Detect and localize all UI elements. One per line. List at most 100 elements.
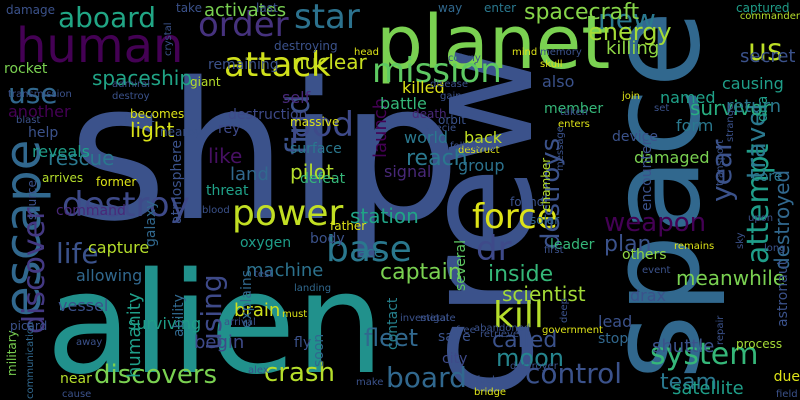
cloud-word-crystal: crystal	[163, 22, 174, 56]
cloud-word-self: self	[282, 88, 311, 107]
cloud-word-transmission: transmission	[8, 89, 72, 100]
cloud-word-weapon: weapon	[604, 208, 707, 238]
cloud-word-retrieve: retrieve	[480, 329, 520, 340]
cloud-word-surface: surface	[290, 141, 342, 157]
cloud-word-solar: solar	[530, 213, 560, 227]
cloud-word-survivor: survivor	[690, 96, 772, 120]
cloud-word-free: free	[456, 325, 476, 336]
cloud-word-rey: rey	[218, 121, 241, 137]
cloud-word-nearby: nearby	[160, 125, 202, 139]
cloud-word-plant: plant	[124, 111, 155, 125]
cloud-word-control: control	[525, 357, 623, 390]
cloud-word-moon: moon	[496, 344, 564, 372]
cloud-word-base: base	[326, 229, 412, 270]
cloud-word-meanwhile: meanwhile	[676, 266, 786, 290]
cloud-word-blast: blast	[16, 115, 41, 126]
cloud-word-killing: killing	[606, 38, 660, 59]
cloud-word-planet: planet	[376, 0, 611, 86]
cloud-word-pod: pod	[290, 105, 354, 145]
cloud-word-due: due	[773, 369, 800, 385]
cloud-word-named: named	[660, 88, 716, 107]
cloud-word-head: head	[354, 47, 379, 58]
cloud-word-away: away	[76, 337, 103, 348]
cloud-word-shuttle: shuttle	[652, 336, 715, 357]
cloud-word-alex: alex	[248, 365, 269, 376]
cloud-word-oxygen: oxygen	[240, 235, 292, 251]
cloud-word-deep: deep	[559, 298, 570, 323]
cloud-word-help: help	[28, 125, 59, 141]
cloud-word-mission: mission	[372, 51, 502, 91]
cloud-word-core: core	[752, 169, 783, 185]
cloud-word-transport: transport	[715, 139, 726, 186]
cloud-word-alien: alien	[46, 243, 385, 400]
cloud-word-discover: discover	[17, 207, 52, 334]
cloud-word-giant: giant	[190, 75, 221, 89]
cloud-word-ship: ship	[68, 42, 461, 263]
cloud-word-near: near	[60, 371, 92, 387]
cloud-word-upon: upon	[748, 213, 774, 224]
cloud-word-begin: begin	[194, 332, 245, 353]
cloud-word-becomes: becomes	[130, 107, 185, 121]
cloud-word-save: save	[438, 329, 471, 345]
cloud-word-threat: threat	[206, 183, 249, 199]
cloud-word-investigate: investigate	[400, 313, 456, 324]
cloud-word-picard: picard	[10, 319, 48, 333]
cloud-word-field: field	[776, 389, 798, 400]
cloud-word-drax: drax	[630, 286, 667, 305]
cloud-word-metal: metal	[420, 313, 449, 324]
cloud-word-world: world	[404, 128, 449, 147]
cloud-word-arrives: arrives	[42, 171, 84, 185]
cloud-word-ability: ability	[171, 294, 187, 337]
cloud-word-join: join	[622, 91, 641, 102]
cloud-word-new: new	[598, 3, 656, 36]
cloud-word-former: former	[96, 175, 137, 189]
cloud-word-use: use	[8, 77, 58, 110]
cloud-word-take: take	[176, 1, 202, 15]
cloud-word-allowing: allowing	[76, 266, 143, 285]
cloud-word-rocket: rocket	[4, 61, 48, 77]
cloud-word-spacecraft: spacecraft	[524, 0, 640, 25]
cloud-word-also: also	[542, 72, 575, 91]
cloud-word-bridge: bridge	[474, 387, 507, 398]
cloud-word-command: command	[56, 203, 126, 219]
cloud-word-attack: attack	[224, 45, 331, 85]
cloud-word-causing: causing	[722, 74, 784, 93]
cloud-word-arrival: arrival	[224, 317, 256, 328]
cloud-word-humanity: humanity	[124, 292, 145, 379]
cloud-word-back: back	[464, 128, 503, 147]
cloud-word-force: force	[472, 197, 558, 237]
cloud-word-test: test	[254, 269, 274, 280]
cloud-word-team: team	[660, 370, 718, 395]
cloud-word-destroyer: destroyer	[510, 361, 558, 372]
cloud-word-specie: specie	[424, 123, 457, 134]
cloud-word-destroying: destroying	[274, 39, 338, 53]
cloud-word-landing: landing	[294, 283, 332, 294]
cloud-word-machine: machine	[246, 260, 324, 281]
cloud-word-dr: dr	[476, 229, 512, 269]
cloud-word-cause: cause	[62, 389, 92, 400]
cloud-word-device: device	[612, 129, 658, 145]
cloud-word-event: event	[642, 265, 671, 276]
cloud-word-disease: disease	[430, 79, 468, 90]
cloud-word-called: called	[492, 328, 558, 353]
cloud-word-dna: dna	[755, 95, 771, 122]
cloud-word-fleet: fleet	[364, 324, 419, 352]
cloud-word-secret: secret	[740, 46, 796, 67]
cloud-word-remaining: remaining	[208, 57, 279, 73]
cloud-word-atmosphere: atmosphere	[169, 140, 185, 224]
cloud-word-strange: strange	[725, 103, 736, 142]
cloud-word-return: return	[726, 96, 782, 117]
cloud-word-human: human	[16, 18, 184, 74]
cloud-word-must: must	[282, 309, 308, 320]
cloud-word-death: death	[412, 107, 447, 121]
cloud-word-set: set	[654, 103, 670, 114]
cloud-word-government: government	[542, 325, 603, 336]
cloud-word-several: several	[453, 239, 469, 291]
cloud-word-blood: blood	[202, 205, 230, 216]
cloud-word-reveals: reveals	[32, 142, 90, 161]
cloud-word-destroy: destroy	[112, 91, 150, 102]
cloud-word-city: city	[442, 351, 468, 367]
cloud-word-defeat: defeat	[300, 171, 346, 187]
cloud-word-land: land	[230, 164, 269, 185]
cloud-word-destruct: destruct	[458, 145, 500, 156]
